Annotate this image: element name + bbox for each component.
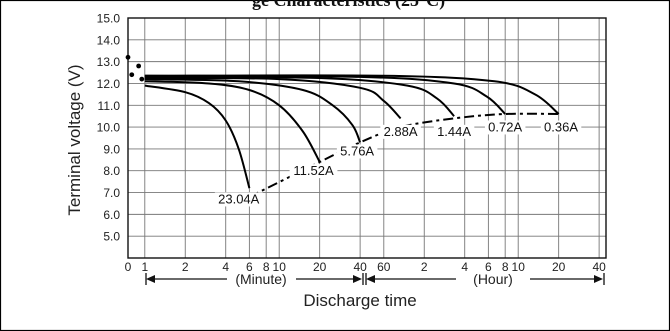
end-voltage-line xyxy=(248,112,559,198)
series-11-52a xyxy=(144,80,321,163)
curve-label-bg xyxy=(336,144,378,159)
x-tick-label: 8 xyxy=(502,260,509,274)
curve-label: 0.36A xyxy=(544,119,578,134)
header-title-fragment: ge Characteristics (25°C) xyxy=(252,0,445,11)
series-0-36a xyxy=(144,74,560,115)
y-tick-label: 13.0 xyxy=(97,55,121,69)
series-2-88a xyxy=(144,77,402,120)
hour-span-arrow xyxy=(365,273,605,285)
curve-label-bg xyxy=(484,120,526,135)
end-voltage-path xyxy=(248,112,559,198)
curve-label-bg xyxy=(214,192,263,207)
x-tick-label: 20 xyxy=(313,260,327,274)
initial-mark xyxy=(139,76,145,82)
curve-label: 1.44A xyxy=(437,124,471,139)
x-tick-label: 6 xyxy=(246,260,253,274)
y-tick-label: 7.0 xyxy=(103,186,120,200)
minute-span-arrow xyxy=(145,273,364,285)
curve-label: 11.52A xyxy=(293,163,334,178)
series-23-04a xyxy=(144,84,251,189)
x-tick-label: 4 xyxy=(461,260,468,274)
y-tick-label: 9.0 xyxy=(103,142,120,156)
curve-label-bg xyxy=(433,124,475,139)
y-axis-title: Terminal voltage (V) xyxy=(65,64,84,215)
minute-unit-label: (Minute) xyxy=(235,271,286,287)
y-tick-label: 8.0 xyxy=(103,164,120,178)
y-tick-label: 10.0 xyxy=(97,121,121,135)
curve-label-bg xyxy=(289,164,338,179)
x-tick-label: 0 xyxy=(125,260,132,274)
x-tick-label: 10 xyxy=(273,260,287,274)
hour-unit-label: (Hour) xyxy=(473,271,513,287)
y-tick-label: 12.0 xyxy=(97,77,121,91)
y-tick-label: 15.0 xyxy=(97,12,121,26)
initial-voltage-marks xyxy=(125,54,145,82)
grid xyxy=(128,18,606,258)
x-tick-label: 40 xyxy=(353,260,367,274)
y-tick-label: 6.0 xyxy=(103,208,120,222)
x-tick-label: 1 xyxy=(141,260,148,274)
initial-mark xyxy=(125,54,131,60)
curve-label: 5.76A xyxy=(340,143,374,158)
x-tick-label: 2 xyxy=(182,260,189,274)
initial-mark xyxy=(136,63,142,69)
series-curves xyxy=(144,74,560,189)
initial-mark xyxy=(129,72,135,78)
x-axis-title: Discharge time xyxy=(303,291,416,310)
curve-label: 0.72A xyxy=(488,119,522,134)
x-tick-label: 60 xyxy=(377,260,391,274)
y-tick-label: 14.0 xyxy=(97,33,121,47)
x-tick-label: 4 xyxy=(222,260,229,274)
curve-label-bg xyxy=(380,124,421,139)
x-tick-label: 6 xyxy=(485,260,492,274)
series-5-76a xyxy=(144,78,362,143)
x-tick-label: 10 xyxy=(512,260,526,274)
tick-labels: 15.0 14.0 13.0 12.0 11.0 10.0 9.0 8.0 7.0 6.0 5.0 0… xyxy=(97,12,606,275)
x-tick-label: 20 xyxy=(552,260,566,274)
curve-label-bg xyxy=(540,120,582,135)
series-1-44a xyxy=(144,75,455,117)
x-tick-label: 8 xyxy=(263,260,270,274)
curve-labels: 23.04A 11.52A 5.76A 2.88A 1.44A 0.72A 0.36A xyxy=(214,119,582,207)
x-tick-label: 40 xyxy=(592,260,606,274)
y-tick-label: 5.0 xyxy=(103,230,120,244)
curve-label: 23.04A xyxy=(218,191,260,206)
x-tick-label: 2 xyxy=(421,260,428,274)
curve-label: 2.88A xyxy=(384,124,418,139)
y-tick-label: 11.0 xyxy=(98,99,121,113)
plot-area xyxy=(127,17,607,259)
